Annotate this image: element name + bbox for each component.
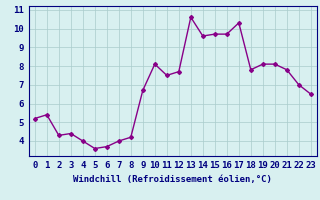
- X-axis label: Windchill (Refroidissement éolien,°C): Windchill (Refroidissement éolien,°C): [73, 175, 272, 184]
